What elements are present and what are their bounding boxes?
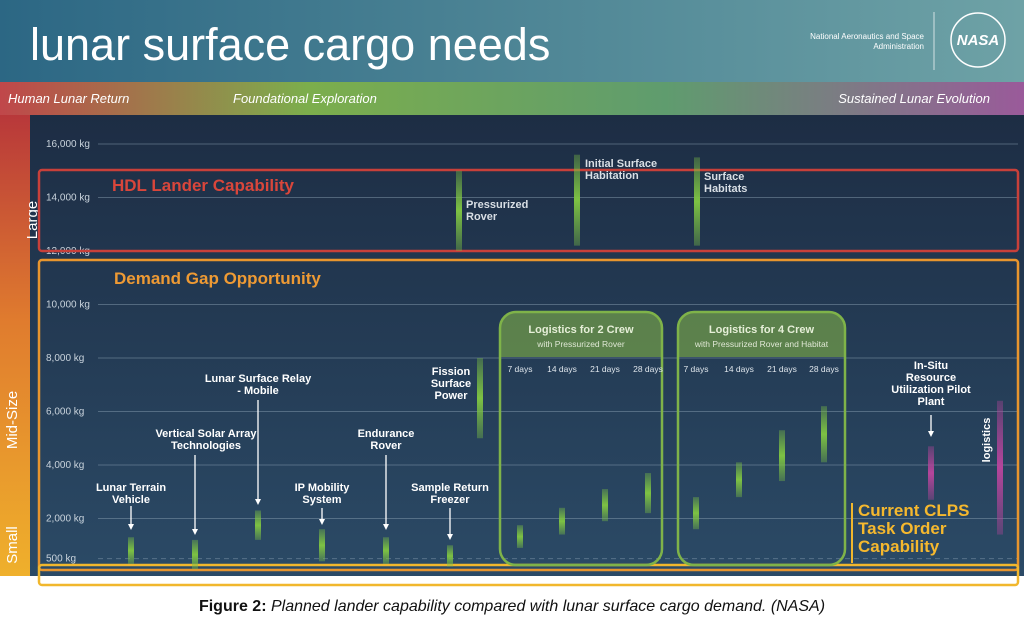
agency: National Aeronautics and Space Administr… [810, 32, 924, 51]
item-label: Fission Surface Power [430, 366, 472, 402]
range-bar [517, 525, 523, 548]
pointer-head [128, 524, 134, 530]
range-bar [456, 170, 462, 251]
group-subtitle: with Pressurized Rover and Habitat [694, 339, 829, 349]
region-label: Demand Gap Opportunity [114, 269, 321, 288]
logo-ring [950, 12, 1006, 68]
item-label: Lunar Terrain Vehicle [95, 482, 167, 506]
y-tick-label: 10,000 kg [46, 300, 90, 311]
region-label: HDL Lander Capability [112, 176, 294, 195]
y-tick-label: 6,000 kg [46, 407, 84, 418]
region-box [37, 258, 1020, 572]
range-bar [821, 406, 827, 463]
region-label: Current CLPS Task Order Capability [858, 501, 970, 556]
group-box [676, 310, 847, 567]
range-bar [997, 400, 1003, 535]
range-bar [192, 539, 198, 570]
range-bar [255, 510, 261, 540]
range-bar [383, 537, 389, 564]
day-label: 14 days [547, 364, 577, 374]
item-label: In-Situ Resource Utilization Pilot Plant [891, 360, 971, 408]
day-label: 28 days [633, 364, 663, 374]
range-bar [319, 529, 325, 562]
range-bar [477, 358, 483, 439]
phase-label: Sustained Lunar Evolution [838, 91, 990, 106]
item-label: Initial Surface Habitation [585, 158, 658, 182]
range-bar [779, 430, 785, 482]
group-title: Logistics for 2 Crew [528, 324, 634, 336]
group-header [678, 312, 845, 357]
title: lunar surface cargo needs [30, 19, 550, 70]
item-label: Sample Return Freezer [411, 482, 489, 506]
pointer-head [928, 431, 934, 437]
item-label: Surface Habitats [704, 171, 748, 195]
phase-band [0, 82, 1024, 115]
day-label: 14 days [724, 364, 754, 374]
range-bar [574, 154, 580, 246]
day-label: 21 days [767, 364, 797, 374]
pointer-head [255, 499, 261, 505]
y-tick-label: 14,000 kg [46, 193, 90, 204]
day-label: 7 days [683, 364, 709, 374]
pointer-head [192, 529, 198, 535]
range-bar [736, 462, 742, 498]
range-bar [447, 545, 453, 567]
pointer-head [447, 534, 453, 540]
pointer-head [383, 524, 389, 530]
range-bar [645, 473, 651, 514]
y-tick-label: 2,000 kg [46, 514, 84, 525]
item-label: IP Mobility System [294, 482, 350, 506]
group-box [498, 310, 664, 567]
size-class: Small [4, 526, 21, 564]
size-band [0, 115, 30, 576]
item-label: Endurance Rover [357, 428, 415, 452]
range-bar [559, 507, 565, 535]
item-label: logistics [981, 418, 993, 463]
group-header [500, 312, 662, 357]
y-tick-label: 8,000 kg [46, 353, 84, 364]
y-tick-label: 4,000 kg [46, 460, 84, 471]
range-bar [602, 489, 608, 522]
size-class: Mid-Size [4, 391, 21, 449]
pointer-head [319, 519, 325, 525]
group-subtitle: with Pressurized Rover [537, 339, 625, 349]
item-label: Vertical Solar Array Technologies [155, 428, 257, 452]
item-label: Pressurized Rover [466, 199, 529, 223]
caption: Figure 2: Planned lander capability comp… [0, 598, 1024, 616]
item-label: Lunar Surface Relay - Mobile [204, 373, 312, 397]
caption-text: Planned lander capability compared with … [270, 598, 826, 615]
range-bar [128, 537, 134, 564]
range-bar [928, 446, 934, 500]
day-label: 28 days [809, 364, 839, 374]
day-label: 21 days [590, 364, 620, 374]
header-band [0, 0, 1024, 82]
y-tick-label: 500 kg [46, 554, 76, 565]
day-label: 7 days [507, 364, 533, 374]
region-box [37, 168, 1020, 253]
range-bar [693, 497, 699, 530]
caption-label: Figure 2: [198, 598, 267, 615]
range-bar [694, 157, 700, 246]
logo: NASA [957, 32, 1000, 49]
size-class: Large [24, 201, 41, 239]
group-title: Logistics for 4 Crew [708, 324, 815, 336]
phase-label: Human Lunar Return [8, 91, 130, 106]
phase-label: Foundational Exploration [233, 91, 377, 106]
y-tick-label: 16,000 kg [46, 139, 90, 150]
